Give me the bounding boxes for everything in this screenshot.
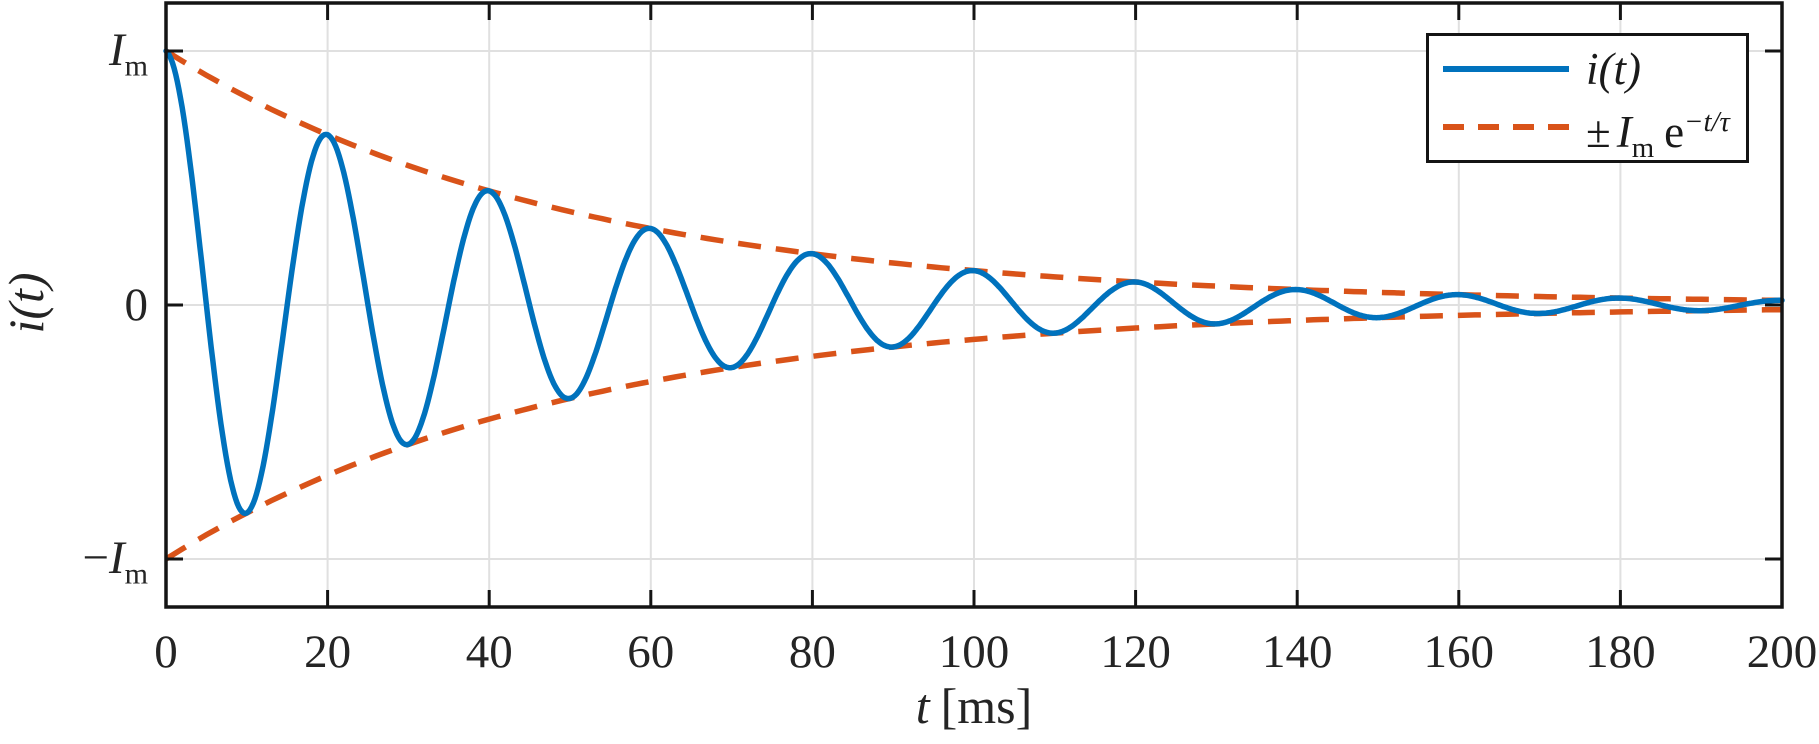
series-i-of-t: [163, 48, 1785, 517]
y-tick-label-im: Im: [0, 23, 148, 80]
y-tick-label-zero: 0: [124, 279, 149, 331]
legend-im-subscript: m: [1631, 132, 1655, 165]
x-tick-label: 120: [1100, 626, 1171, 678]
legend-exponent: −t/τ: [1684, 106, 1730, 139]
legend-im-symbol: I: [1616, 107, 1632, 158]
legend-plusminus: ±: [1586, 107, 1611, 158]
x-tick-label: 40: [465, 626, 513, 678]
x-tick-label: 0: [154, 626, 178, 678]
ytick-negim-sign: −: [82, 532, 109, 584]
legend-entry-current: i(t): [1443, 41, 1746, 97]
x-tick-label: 140: [1261, 626, 1333, 678]
legend-entry-envelope: ± Im e−t/τ: [1443, 98, 1746, 163]
x-axis-label: t [ms]: [916, 680, 1033, 732]
legend-current-text: i(t): [1586, 43, 1641, 94]
ytick-negim-subscript: m: [124, 556, 148, 591]
xlabel-unit: [ms]: [940, 678, 1033, 734]
x-tick-label: 80: [788, 626, 836, 678]
legend-dashed-line-sample: [1443, 124, 1569, 131]
ytick-negim-symbol: I: [108, 532, 125, 584]
x-tick-label: 20: [304, 626, 352, 678]
series-lower-envelope: [164, 306, 1782, 562]
x-tick-label: 180: [1585, 626, 1656, 678]
x-tick-label: 200: [1746, 626, 1818, 678]
legend-label-envelope: ± Im e−t/τ: [1586, 98, 1730, 162]
legend-exp-base: e: [1664, 107, 1685, 158]
ytick-im-subscript: m: [124, 48, 148, 83]
x-tick-label: 100: [938, 626, 1010, 678]
x-tick-label: 60: [627, 626, 675, 678]
ytick-im-symbol: I: [108, 24, 125, 76]
y-tick-label-neg-im: −Im: [0, 531, 148, 588]
legend: i(t) ± Im e−t/τ: [1426, 33, 1749, 163]
x-tick-label: 160: [1423, 626, 1495, 678]
legend-solid-line-sample: [1443, 65, 1569, 72]
legend-label-current: i(t): [1586, 45, 1641, 93]
xlabel-symbol: t: [915, 678, 930, 734]
